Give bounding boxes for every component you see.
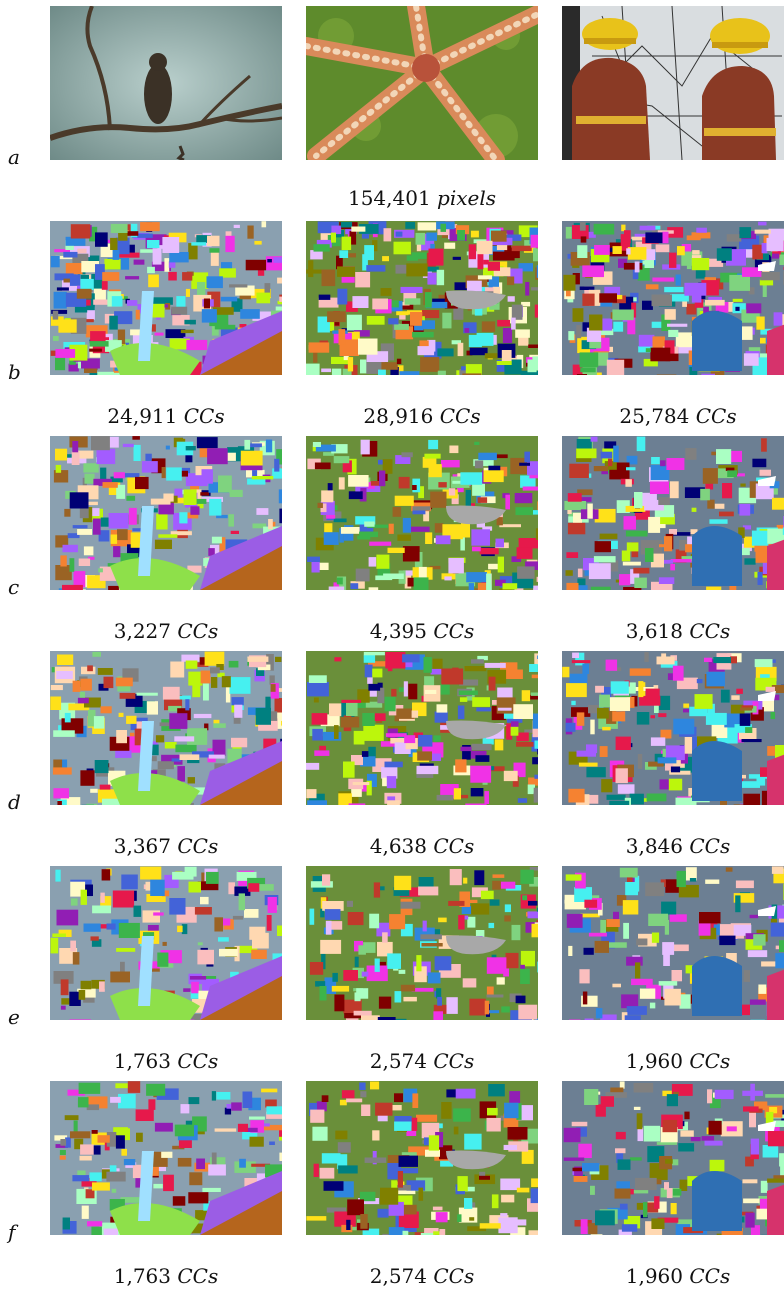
photo-starfish (306, 6, 538, 160)
photo-firefighters (562, 6, 784, 160)
row-label-b: b (8, 360, 21, 384)
cc-unit: CCs (683, 619, 731, 643)
segmentation-d-hawk-on-branch (50, 651, 282, 805)
cc-value: 28,916 (363, 404, 434, 428)
cc-value: 1,960 (625, 1049, 684, 1073)
cc-count-e-3: 1,960 CCs (548, 1049, 784, 1073)
cc-unit: CCs (683, 1049, 731, 1073)
row-label-e: e (8, 1005, 20, 1029)
row-label-f: f (8, 1220, 16, 1244)
cc-count-b-2: 28,916 CCs (292, 404, 552, 428)
cc-count-f-1: 1,763 CCs (36, 1264, 296, 1288)
cc-value: 3,227 (113, 619, 172, 643)
cc-value: 24,911 (107, 404, 178, 428)
cc-count-e-2: 2,574 CCs (292, 1049, 552, 1073)
cc-count-c-2: 4,395 CCs (292, 619, 552, 643)
segmentation-b-hawk-on-branch (50, 221, 282, 375)
cc-value: 4,638 (369, 834, 428, 858)
cc-value: 1,763 (113, 1049, 172, 1073)
cc-value: 3,846 (625, 834, 684, 858)
segmentation-b-firefighters-at-map (562, 221, 784, 375)
row-label-d: d (8, 790, 21, 814)
cc-count-d-1: 3,367 CCs (36, 834, 296, 858)
segmentation-f-firefighters-at-map (562, 1081, 784, 1235)
cc-count-b-3: 25,784 CCs (548, 404, 784, 428)
cc-value: 1,763 (113, 1264, 172, 1288)
cc-unit: CCs (683, 1264, 731, 1288)
cc-count-f-3: 1,960 CCs (548, 1264, 784, 1288)
cc-value: 3,367 (113, 834, 172, 858)
segmentation-e-red-starfish (306, 866, 538, 1020)
pixels-caption: 154,401 pixels (292, 186, 552, 210)
cc-unit: CCs (427, 619, 475, 643)
cc-value: 3,618 (625, 619, 684, 643)
cc-value: 2,574 (369, 1049, 428, 1073)
segmentation-c-red-starfish (306, 436, 538, 590)
cc-value: 1,960 (625, 1264, 684, 1288)
segmentation-f-hawk-on-branch (50, 1081, 282, 1235)
photo-hawk (50, 6, 282, 160)
segmentation-d-firefighters-at-map (562, 651, 784, 805)
segmentation-d-red-starfish (306, 651, 538, 805)
cc-count-d-3: 3,846 CCs (548, 834, 784, 858)
cc-count-b-1: 24,911 CCs (36, 404, 296, 428)
cc-count-c-3: 3,618 CCs (548, 619, 784, 643)
cc-unit: CCs (171, 1264, 219, 1288)
pixels-unit: pixels (437, 186, 497, 210)
segmentation-c-firefighters-at-map (562, 436, 784, 590)
cc-count-f-2: 2,574 CCs (292, 1264, 552, 1288)
segmentation-c-hawk-on-branch (50, 436, 282, 590)
pixels-count: 154,401 (347, 186, 431, 210)
cc-value: 4,395 (369, 619, 428, 643)
cc-value: 2,574 (369, 1264, 428, 1288)
cc-unit: CCs (171, 619, 219, 643)
cc-unit: CCs (427, 1264, 475, 1288)
cc-unit: CCs (171, 834, 219, 858)
segmentation-e-hawk-on-branch (50, 866, 282, 1020)
cc-unit: CCs (427, 1049, 475, 1073)
cc-unit: CCs (177, 404, 225, 428)
cc-count-d-2: 4,638 CCs (292, 834, 552, 858)
row-label-a: a (8, 145, 20, 169)
segmentation-f-red-starfish (306, 1081, 538, 1235)
cc-unit: CCs (683, 834, 731, 858)
cc-value: 25,784 (619, 404, 690, 428)
cc-unit: CCs (427, 834, 475, 858)
cc-unit: CCs (689, 404, 737, 428)
cc-count-e-1: 1,763 CCs (36, 1049, 296, 1073)
cc-unit: CCs (433, 404, 481, 428)
cc-unit: CCs (171, 1049, 219, 1073)
segmentation-b-red-starfish (306, 221, 538, 375)
cc-count-c-1: 3,227 CCs (36, 619, 296, 643)
segmentation-e-firefighters-at-map (562, 866, 784, 1020)
row-label-c: c (8, 575, 20, 599)
